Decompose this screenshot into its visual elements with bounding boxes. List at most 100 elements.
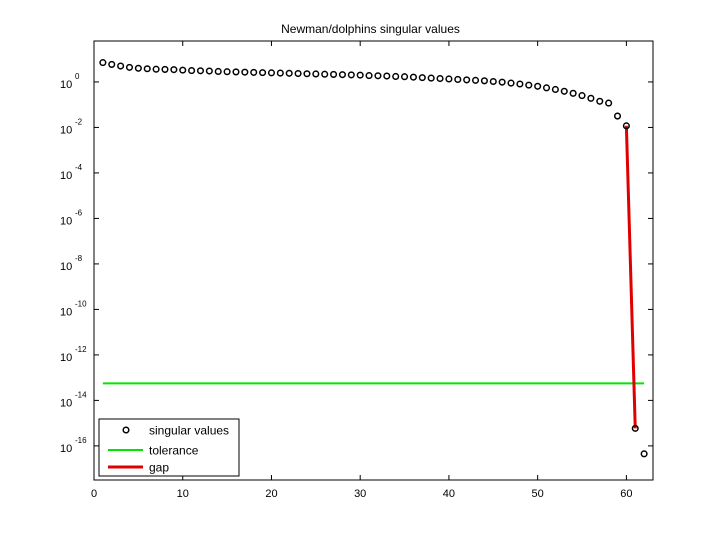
singular-value-point xyxy=(392,72,400,81)
singular-value-point xyxy=(294,69,302,78)
y-tick-label-exponent: -12 xyxy=(75,345,87,354)
x-tick-label: 60 xyxy=(620,488,632,500)
y-tick-label-base: 10 xyxy=(60,397,72,409)
y-tick-label-base: 10 xyxy=(60,306,72,318)
singular-value-point xyxy=(179,66,187,74)
markers-layer xyxy=(99,59,648,458)
singular-value-point xyxy=(418,74,426,82)
singular-value-point xyxy=(463,76,471,84)
singular-value-point xyxy=(640,450,648,458)
y-tick-label-base: 10 xyxy=(60,79,72,91)
x-tick-label: 30 xyxy=(354,488,366,500)
plot-area xyxy=(94,41,653,480)
singular-value-point xyxy=(365,72,373,80)
y-tick-label-base: 10 xyxy=(60,215,72,227)
ticks-layer: 0 10 20 30 40 50 6010010-210-410-610-810-1010-… xyxy=(60,41,653,500)
singular-value-point xyxy=(383,72,391,80)
singular-value-point xyxy=(374,72,382,80)
singular-value-point xyxy=(347,71,355,79)
singular-value-point xyxy=(596,97,604,105)
singular-value-point xyxy=(143,65,151,73)
singular-value-point xyxy=(534,82,542,90)
singular-value-point xyxy=(427,74,435,82)
singular-value-point xyxy=(356,71,364,79)
singular-value-point xyxy=(489,77,497,86)
y-tick-label-exponent: 0 xyxy=(75,72,80,81)
singular-value-point xyxy=(223,68,231,76)
singular-value-point xyxy=(605,99,613,107)
singular-value-point xyxy=(205,67,213,75)
singular-value-point xyxy=(338,71,346,79)
y-tick-label-exponent: -14 xyxy=(75,390,87,399)
lines-layer xyxy=(102,125,645,429)
singular-value-point xyxy=(196,67,205,75)
singular-value-point xyxy=(507,79,515,87)
singular-value-point xyxy=(542,84,551,92)
y-tick-label-exponent: -6 xyxy=(75,208,83,217)
legend-label-tolerance: tolerance xyxy=(149,444,199,458)
singular-value-point xyxy=(516,80,524,88)
legend-label-singular-values: singular values xyxy=(149,424,229,438)
x-tick-label: 50 xyxy=(532,488,544,500)
singular-value-point xyxy=(259,69,267,77)
singular-value-point xyxy=(214,67,222,76)
y-tick-label-exponent: -10 xyxy=(75,299,87,308)
singular-value-point xyxy=(267,69,276,77)
singular-value-point xyxy=(560,87,568,95)
x-tick-label: 20 xyxy=(265,488,277,500)
singular-value-point xyxy=(99,59,107,67)
singular-value-point xyxy=(480,77,488,85)
singular-value-point xyxy=(303,70,311,78)
singular-value-point xyxy=(152,65,160,73)
singular-value-point xyxy=(551,85,559,93)
singular-value-point xyxy=(330,70,338,78)
singular-value-point xyxy=(241,68,249,76)
y-tick-label-exponent: -16 xyxy=(75,436,87,445)
singular-value-point xyxy=(409,73,417,81)
singular-value-point xyxy=(312,70,320,78)
singular-value-point xyxy=(161,65,169,73)
singular-value-point xyxy=(401,73,409,81)
singular-value-point xyxy=(188,67,196,75)
x-tick-label: 10 xyxy=(177,488,189,500)
singular-value-point xyxy=(321,70,329,78)
x-tick-label: 0 xyxy=(91,488,97,500)
singular-value-point xyxy=(631,424,639,432)
series-line-gap xyxy=(624,125,637,429)
singular-value-point xyxy=(285,69,293,77)
y-tick-label-exponent: -2 xyxy=(75,117,83,126)
y-tick-label-base: 10 xyxy=(60,352,72,364)
legend-marker-singular-values xyxy=(122,426,130,434)
singular-value-point xyxy=(117,62,125,70)
y-tick-label-base: 10 xyxy=(60,443,72,455)
legend: singular values tolerance gap xyxy=(98,418,240,477)
singular-value-point xyxy=(445,75,453,83)
y-tick-label-base: 10 xyxy=(60,170,72,182)
legend-label-gap: gap xyxy=(149,461,169,475)
singular-value-point xyxy=(170,66,178,74)
singular-value-point xyxy=(569,89,577,97)
y-tick-label-base: 10 xyxy=(60,124,72,136)
y-tick-label-exponent: -8 xyxy=(75,254,83,263)
singular-value-point xyxy=(613,112,622,120)
singular-value-point xyxy=(578,92,586,100)
x-tick-label: 40 xyxy=(443,488,455,500)
singular-value-point xyxy=(232,68,240,76)
singular-value-point xyxy=(436,74,444,83)
singular-value-point xyxy=(276,69,284,77)
singular-value-point xyxy=(125,63,134,71)
singular-value-point xyxy=(587,94,595,102)
y-tick-label-exponent: -4 xyxy=(75,163,83,172)
singular-value-point xyxy=(525,81,533,89)
singular-value-point xyxy=(498,78,506,86)
y-tick-label-base: 10 xyxy=(60,261,72,273)
chart-title: Newman/dolphins singular values xyxy=(281,22,460,36)
singular-value-point xyxy=(108,60,116,68)
singular-value-point xyxy=(622,122,630,130)
singular-value-point xyxy=(250,68,258,76)
singular-value-point xyxy=(471,76,480,84)
plot-frame xyxy=(93,40,654,481)
singular-value-point xyxy=(454,75,462,83)
singular-value-point xyxy=(134,64,142,72)
